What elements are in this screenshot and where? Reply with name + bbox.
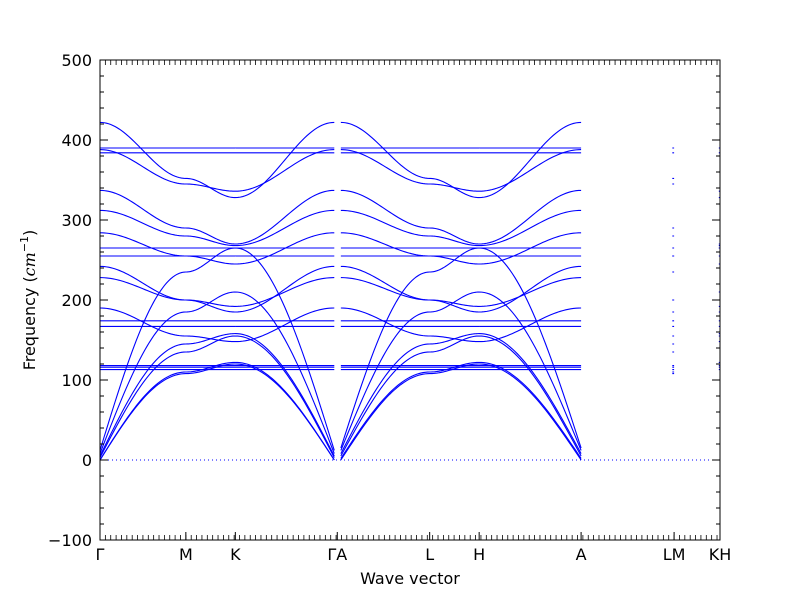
y-tick-label: 500: [61, 51, 92, 70]
x-tick-label: ΓA: [327, 545, 347, 564]
band-line-11: [99, 307, 720, 343]
band-line-4: [99, 291, 720, 454]
x-tick-label: LM: [663, 545, 686, 564]
x-tick-label: Γ: [96, 545, 105, 564]
y-axis-label-close: ): [20, 230, 39, 236]
y-axis-label-text: Frequency (: [20, 276, 39, 370]
x-tick-label: L: [425, 545, 434, 564]
band-line-16: [99, 232, 720, 265]
y-tick-label: 100: [61, 371, 92, 390]
y-axis-label-exponent: −1: [18, 236, 31, 252]
x-axis-label: Wave vector: [360, 569, 460, 588]
band-line-22: [99, 121, 720, 199]
x-tick-label: A: [576, 545, 587, 564]
band-line-0: [99, 363, 720, 461]
y-tick-label: 400: [61, 131, 92, 150]
y-axis-label: Frequency (cm−1): [18, 230, 39, 371]
y-tick-label: 200: [61, 291, 92, 310]
y-axis-ticks: −100 0 100 200 300 400 500: [48, 51, 720, 550]
x-tick-label: H: [473, 545, 485, 564]
x-tick-label: KH: [709, 545, 732, 564]
band-line-13: [99, 265, 720, 313]
x-axis-ticks: Γ M K ΓA L H A LM KH: [96, 60, 732, 564]
band-line-18: [99, 189, 720, 245]
y-tick-label: 0: [82, 451, 92, 470]
plot-area: [99, 121, 720, 461]
band-line-2: [99, 335, 720, 458]
y-axis-label-unit: cm: [20, 252, 39, 276]
y-tick-label: 300: [61, 211, 92, 230]
x-tick-label: K: [230, 545, 241, 564]
band-line-17: [99, 209, 720, 247]
x-tick-label: M: [179, 545, 193, 564]
y-tick-label: −100: [48, 531, 92, 550]
